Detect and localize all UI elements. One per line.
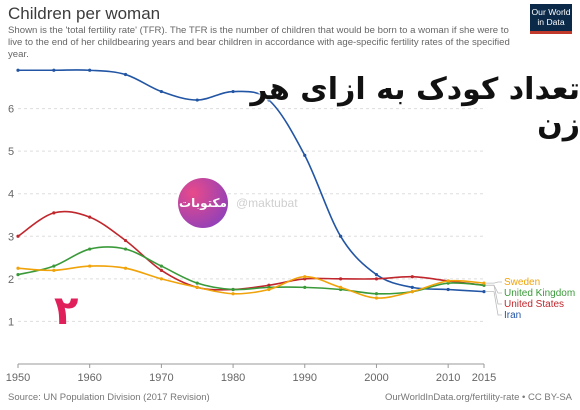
data-point-iran xyxy=(231,89,235,94)
y-tick-label: 6 xyxy=(8,104,14,116)
overlay-headline: تعداد کودک به ازای هر زن xyxy=(250,72,580,142)
data-point-united-states xyxy=(339,277,343,281)
data-point-iran xyxy=(446,287,450,292)
data-point-iran xyxy=(195,98,199,102)
data-point-sweden xyxy=(88,264,92,268)
data-point-sweden xyxy=(374,296,379,300)
credit-link[interactable]: OurWorldInData.org/fertility-rate • CC B… xyxy=(384,392,572,403)
data-point-united-kingdom xyxy=(159,264,163,268)
x-tick-label: 1990 xyxy=(293,372,317,384)
logo-line-1: Our World xyxy=(531,7,571,17)
legend-connector xyxy=(486,281,502,284)
series-line-sweden xyxy=(17,265,485,299)
y-tick-label: 2 xyxy=(8,274,14,286)
data-point-iran xyxy=(16,68,20,72)
data-point-sweden xyxy=(446,279,450,283)
data-point-united-states xyxy=(88,215,92,219)
data-point-sweden xyxy=(339,285,343,289)
x-tick-label: 1980 xyxy=(221,372,245,384)
x-tick-label: 1950 xyxy=(6,372,30,384)
x-tick-label: 1970 xyxy=(149,372,173,384)
maktubat-badge: مکتوبات xyxy=(178,178,228,228)
data-point-united-states xyxy=(159,268,163,272)
data-point-united-states xyxy=(410,275,414,279)
data-point-sweden xyxy=(267,287,271,292)
data-point-united-states xyxy=(123,238,128,243)
data-point-united-kingdom xyxy=(88,247,92,251)
legend-connector xyxy=(486,291,502,316)
y-tick-label: 4 xyxy=(8,189,14,201)
data-point-united-kingdom xyxy=(195,281,199,285)
series-line-united-kingdom xyxy=(17,246,485,295)
data-point-iran xyxy=(159,89,163,94)
handwritten-number: ۲ xyxy=(54,288,79,334)
y-tick-label: 5 xyxy=(8,146,14,158)
data-point-sweden xyxy=(16,266,20,270)
y-tick-label: 1 xyxy=(8,316,14,328)
data-point-united-kingdom xyxy=(52,264,56,268)
data-point-united-kingdom xyxy=(374,292,379,296)
chart-subtitle: Shown is the 'total fertility rate' (TFR… xyxy=(8,25,510,60)
series-line-iran xyxy=(18,69,485,293)
data-point-sweden xyxy=(482,281,486,285)
data-point-iran xyxy=(267,98,271,102)
data-point-iran xyxy=(52,68,56,72)
watermark-text: @maktubat xyxy=(236,196,298,210)
data-point-united-states xyxy=(52,211,56,215)
data-point-sweden xyxy=(195,285,199,289)
series-label-united-kingdom: United Kingdom xyxy=(504,288,575,299)
data-point-united-states xyxy=(16,234,20,238)
data-point-sweden xyxy=(231,292,235,296)
series-label-sweden: Sweden xyxy=(504,277,540,288)
data-point-iran xyxy=(374,273,379,277)
x-tick-label: 2015 xyxy=(472,372,496,384)
x-tick-label: 2010 xyxy=(436,372,460,384)
series-label-iran: Iran xyxy=(504,310,521,321)
data-point-iran xyxy=(303,153,307,157)
data-point-sweden xyxy=(303,275,307,279)
data-point-united-kingdom xyxy=(123,247,128,251)
x-tick-label: 1960 xyxy=(77,372,101,384)
legend-connector xyxy=(486,284,502,305)
source-note: Source: UN Population Division (2017 Rev… xyxy=(8,392,210,403)
data-point-iran xyxy=(339,234,343,238)
data-point-iran xyxy=(410,285,414,289)
data-point-iran xyxy=(123,72,128,77)
y-tick-label: 3 xyxy=(8,231,14,243)
data-point-united-kingdom xyxy=(16,273,20,277)
data-point-united-kingdom xyxy=(231,287,235,292)
data-point-sweden xyxy=(410,290,414,294)
owid-logo[interactable]: Our World in Data xyxy=(530,4,572,34)
legend-connector xyxy=(486,284,502,294)
chart-title: Children per woman xyxy=(8,4,161,23)
data-point-united-states xyxy=(374,277,379,281)
data-point-sweden xyxy=(159,277,163,281)
logo-line-2: in Data xyxy=(537,17,565,27)
data-point-sweden xyxy=(123,266,128,270)
data-point-sweden xyxy=(52,268,56,272)
data-point-iran xyxy=(88,68,92,72)
series-line-united-states xyxy=(17,210,485,291)
series-label-united-states: United States xyxy=(504,299,564,310)
data-point-united-kingdom xyxy=(303,285,307,289)
data-point-iran xyxy=(482,290,486,294)
x-tick-label: 2000 xyxy=(364,372,388,384)
